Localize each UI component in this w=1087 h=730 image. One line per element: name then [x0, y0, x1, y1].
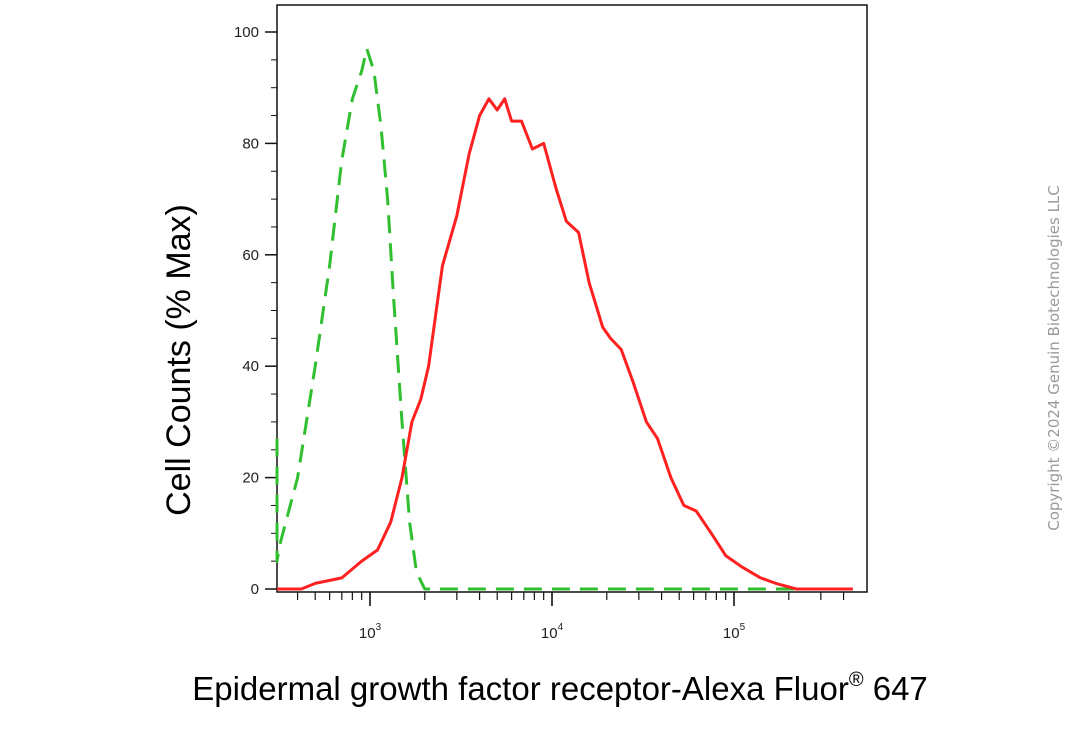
x-axis-title-main: Epidermal growth factor receptor-Alexa F… [192, 670, 849, 707]
y-tick-label: 40 [242, 358, 259, 375]
x-tick-exponent: 4 [558, 622, 564, 633]
x-axis: 103 104 105 [296, 592, 845, 642]
x-axis-title: Epidermal growth factor receptor-Alexa F… [192, 669, 928, 707]
x-tick-label: 104 [541, 622, 564, 642]
y-tick-label: 80 [242, 135, 259, 152]
y-tick-label: 0 [251, 581, 259, 598]
y-axis-title: Cell Counts (% Max) [160, 204, 198, 516]
y-tick-label: 100 [234, 24, 259, 41]
x-tick-base: 10 [723, 625, 740, 642]
x-tick-base: 10 [359, 625, 376, 642]
x-tick-label: 103 [359, 622, 382, 642]
egfr-histogram-line [277, 97, 853, 591]
x-tick-exponent: 3 [376, 622, 382, 633]
y-axis: 0 20 40 60 80 100 [234, 24, 277, 598]
y-tick-label: 20 [242, 470, 259, 487]
y-tick-label: 60 [242, 247, 259, 264]
plot-frame [276, 4, 868, 593]
x-axis-title-tail: 647 [864, 670, 928, 707]
x-axis-title-registered: ® [849, 669, 864, 691]
x-tick-label: 105 [723, 622, 746, 642]
copyright-notice: Copyright ©2024 Genuin Biotechnologies L… [1045, 185, 1063, 531]
series-layer [275, 47, 853, 591]
x-tick-exponent: 5 [740, 622, 746, 633]
x-tick-base: 10 [541, 625, 558, 642]
control-histogram-line [275, 47, 844, 591]
